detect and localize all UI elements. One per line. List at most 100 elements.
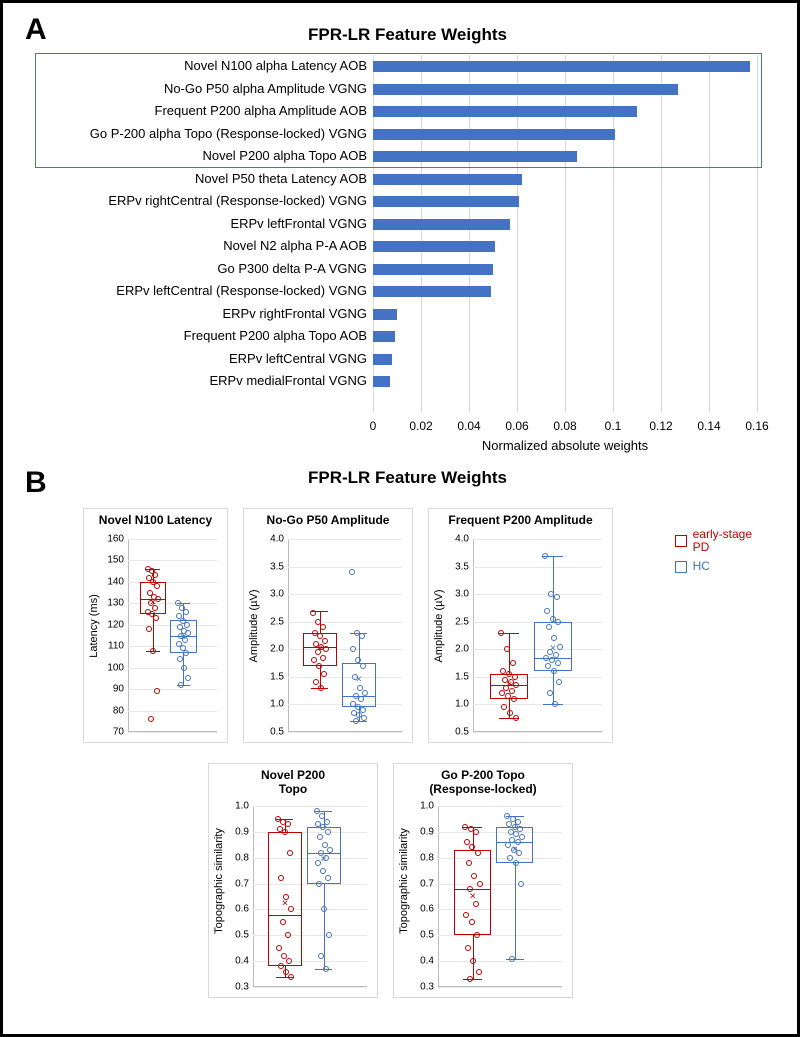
y-tick: 0.9: [394, 826, 434, 837]
data-point: [557, 644, 563, 650]
data-point: [513, 682, 519, 688]
bar-label: ERPv leftCentral VGNG: [33, 348, 373, 371]
data-point: [475, 850, 481, 856]
data-point: [178, 682, 184, 688]
bar-rect: [373, 151, 577, 162]
data-point: [358, 696, 364, 702]
y-tick: 3.0: [429, 589, 469, 600]
legend-item: early-stagePD: [675, 528, 752, 554]
x-tick: 0.08: [553, 419, 576, 433]
x-tick: 0.14: [697, 419, 720, 433]
data-point: [361, 715, 367, 721]
bar-row: Frequent P200 alpha Topo AOB: [373, 325, 757, 348]
y-tick: 0.3: [209, 982, 249, 993]
data-point: [177, 656, 183, 662]
boxplot-title: Frequent P200 Amplitude: [429, 513, 612, 527]
figure-frame: A FPR-LR Feature Weights Normalized abso…: [0, 0, 800, 1037]
data-point: [552, 701, 558, 707]
data-point: [465, 945, 471, 951]
boxplot-p3: Frequent P200 AmplitudeAmplitude (µV)0.5…: [428, 508, 613, 743]
data-point: [280, 919, 286, 925]
bar-label: Go P300 delta P-A VGNG: [33, 258, 373, 281]
bar-row: Novel P50 theta Latency AOB: [373, 168, 757, 191]
box-hc: ×: [496, 806, 533, 987]
data-point: [316, 881, 322, 887]
data-point: [323, 855, 329, 861]
bar-label: Novel P200 alpha Topo AOB: [33, 145, 373, 168]
data-point: [150, 648, 156, 654]
bar-rect: [373, 174, 522, 185]
y-tick: 4.0: [244, 534, 284, 545]
y-tick: 70: [84, 727, 124, 738]
x-tick: 0.12: [649, 419, 672, 433]
box-hc: ×: [307, 806, 341, 987]
bar-row: Frequent P200 alpha Amplitude AOB: [373, 100, 757, 123]
data-point: [321, 671, 327, 677]
data-point: [474, 932, 480, 938]
bar-label: No-Go P50 alpha Amplitude VGNG: [33, 78, 373, 101]
data-point: [278, 875, 284, 881]
bar-label: Novel P50 theta Latency AOB: [33, 168, 373, 191]
data-point: [287, 850, 293, 856]
y-tick: 1.5: [429, 671, 469, 682]
y-tick: 0.8: [394, 852, 434, 863]
data-point: [353, 718, 359, 724]
data-point: [513, 860, 519, 866]
y-tick: 0.5: [209, 930, 249, 941]
data-point: [556, 679, 562, 685]
legend: early-stagePD HC: [675, 528, 752, 580]
data-point: [318, 953, 324, 959]
bar-label: Go P-200 alpha Topo (Response-locked) VG…: [33, 123, 373, 146]
box-pd: ×: [268, 806, 302, 987]
boxplot-p4: Novel P200TopoTopographic similarity0.30…: [208, 763, 378, 998]
data-point: [510, 660, 516, 666]
data-point: [473, 901, 479, 907]
x-tick: 0: [370, 419, 377, 433]
plot-area: 0.30.40.50.60.70.80.91.0××: [253, 806, 367, 987]
data-point: [316, 663, 322, 669]
bar-row: ERPv leftCentral VGNG: [373, 348, 757, 371]
data-point: [469, 919, 475, 925]
data-point: [513, 715, 519, 721]
data-point: [547, 690, 553, 696]
bar-label: Novel N100 alpha Latency AOB: [33, 55, 373, 78]
bar-rect: [373, 264, 493, 275]
y-tick: 0.7: [209, 878, 249, 889]
box-pd: ×: [303, 539, 337, 732]
data-point: [288, 974, 294, 980]
box-pd: ×: [454, 806, 491, 987]
y-tick: 0.3: [394, 982, 434, 993]
legend-label: HC: [693, 560, 710, 573]
y-grid: [438, 987, 562, 988]
y-tick: 3.5: [244, 561, 284, 572]
data-point: [512, 674, 518, 680]
y-tick: 2.5: [244, 616, 284, 627]
data-point: [317, 834, 323, 840]
data-point: [555, 619, 561, 625]
data-point: [349, 569, 355, 575]
bar-rect: [373, 61, 750, 72]
bar-label: Frequent P200 alpha Amplitude AOB: [33, 100, 373, 123]
y-tick: 150: [84, 555, 124, 566]
panel-a-title: FPR-LR Feature Weights: [33, 25, 782, 45]
bar-row: ERPv leftCentral (Response-locked) VGNG: [373, 280, 757, 303]
y-tick: 1.0: [244, 699, 284, 710]
data-point: [154, 583, 160, 589]
data-point: [155, 596, 161, 602]
data-point: [518, 881, 524, 887]
data-point: [285, 821, 291, 827]
boxplot-p5: Go P-200 Topo(Response-locked)Topographi…: [393, 763, 573, 998]
bar-rect: [373, 219, 510, 230]
box-hc: ×: [342, 539, 376, 732]
data-point: [463, 912, 469, 918]
y-tick: 0.4: [209, 956, 249, 967]
bar-label: Frequent P200 alpha Topo AOB: [33, 325, 373, 348]
data-point: [321, 906, 327, 912]
y-tick: 130: [84, 598, 124, 609]
data-point: [320, 655, 326, 661]
y-tick: 80: [84, 705, 124, 716]
legend-label: early-stagePD: [693, 528, 752, 554]
bar-rect: [373, 84, 678, 95]
boxplot-title: No-Go P50 Amplitude: [244, 513, 412, 527]
data-point: [504, 646, 510, 652]
